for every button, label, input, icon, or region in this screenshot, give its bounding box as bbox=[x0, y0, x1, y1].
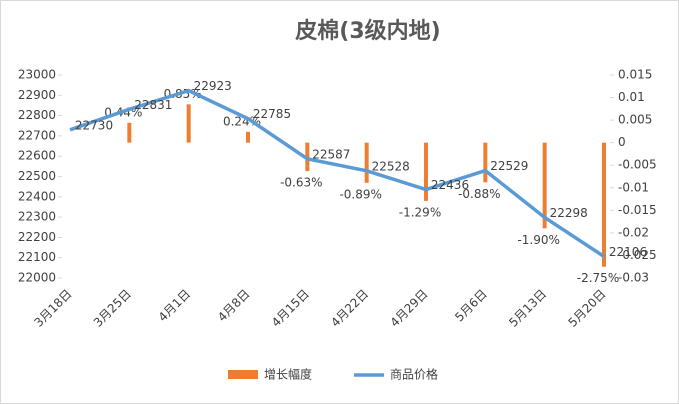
line-value-label: 22587 bbox=[312, 147, 350, 161]
y2-tick-label: -0.025 bbox=[618, 248, 657, 262]
y2-tick-label: -0.005 bbox=[618, 158, 657, 172]
line-value-label: 22436 bbox=[431, 178, 469, 192]
line-value-label: 22831 bbox=[134, 98, 172, 112]
bar-value-label: 0.24% bbox=[223, 114, 261, 128]
line-value-label: 22923 bbox=[194, 79, 232, 93]
bar bbox=[186, 104, 191, 143]
line-value-label: 22106 bbox=[609, 245, 647, 259]
y-tick-label: 22500 bbox=[18, 169, 56, 183]
y2-tick-label: -0.03 bbox=[618, 271, 649, 285]
line-value-label: 22528 bbox=[372, 159, 410, 173]
y2-tick-label: 0.005 bbox=[618, 113, 652, 127]
y-tick-label: 22900 bbox=[18, 88, 56, 102]
line-value-label: 22785 bbox=[253, 107, 291, 121]
y2-tick-label: 0.015 bbox=[618, 68, 652, 82]
y-tick-label: 22700 bbox=[18, 128, 56, 142]
chart-title: 皮棉(3级内地) bbox=[295, 18, 440, 44]
bar bbox=[246, 131, 250, 143]
y-tick-label: 22300 bbox=[18, 210, 56, 224]
legend-label: 商品价格 bbox=[390, 367, 438, 382]
bar-value-label: -0.89% bbox=[339, 187, 381, 201]
legend-swatch bbox=[228, 370, 258, 379]
y-tick-label: 22200 bbox=[18, 230, 56, 244]
y-tick-label: 22100 bbox=[18, 250, 56, 264]
y-tick-label: 22400 bbox=[18, 189, 56, 203]
y2-tick-label: -0.01 bbox=[618, 180, 649, 194]
legend-label: 增长幅度 bbox=[264, 367, 312, 382]
y-tick-label: 23000 bbox=[18, 68, 56, 82]
bar bbox=[602, 142, 606, 267]
line-value-label: 22298 bbox=[550, 206, 588, 220]
y-tick-label: 22000 bbox=[18, 271, 56, 285]
y2-tick-label: 0.01 bbox=[618, 90, 645, 104]
y-tick-label: 22600 bbox=[18, 149, 56, 163]
line-value-label: 22730 bbox=[75, 118, 113, 132]
bar-value-label: -1.90% bbox=[517, 233, 559, 247]
bar bbox=[542, 142, 547, 229]
y2-tick-label: -0.015 bbox=[618, 203, 657, 217]
bar bbox=[424, 142, 428, 201]
y2-tick-label: 0 bbox=[618, 135, 626, 149]
bar-value-label: -1.29% bbox=[399, 205, 441, 219]
line-value-label: 22529 bbox=[490, 159, 528, 173]
bar bbox=[364, 142, 369, 183]
bar bbox=[483, 142, 488, 183]
price-line bbox=[69, 88, 605, 258]
bar-value-label: -0.88% bbox=[458, 187, 500, 201]
bar-value-label: -2.75% bbox=[577, 271, 619, 285]
bar bbox=[127, 122, 132, 143]
y-tick-label: 22800 bbox=[18, 108, 56, 122]
bar-value-label: -0.63% bbox=[280, 176, 322, 190]
y2-tick-label: -0.02 bbox=[618, 225, 649, 239]
